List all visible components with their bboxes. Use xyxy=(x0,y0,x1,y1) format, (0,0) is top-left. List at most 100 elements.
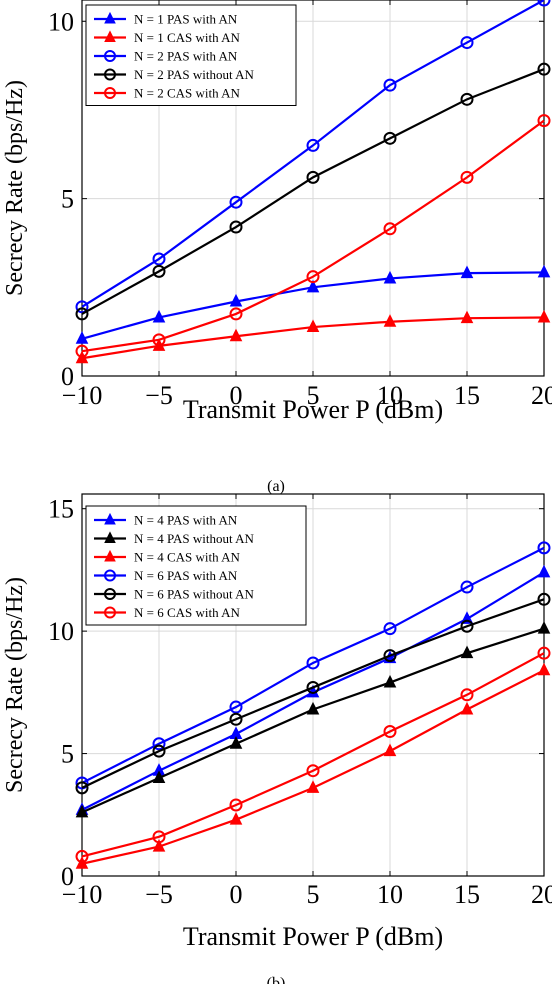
series-line xyxy=(81,652,545,858)
legend-swatch-marker xyxy=(104,549,116,562)
y-axis: 0 5 10 xyxy=(48,7,544,391)
data-point xyxy=(460,645,474,659)
legend-box xyxy=(85,505,307,626)
x-axis: −10 −5 0 5 10 15 20 xyxy=(62,0,552,410)
series-2 xyxy=(75,0,551,314)
legend-item: N = 2 PAS without AN xyxy=(94,67,255,82)
data-point xyxy=(229,812,243,825)
data-point xyxy=(75,344,89,358)
data-point xyxy=(306,319,320,333)
figure-caption: (b) xyxy=(267,975,286,984)
data-point xyxy=(75,300,89,314)
x-axis-label: Transmit Power P (dBm) xyxy=(183,922,443,951)
legend-item: N = 1 CAS with AN xyxy=(94,30,241,45)
y-tick-label: 5 xyxy=(61,185,74,214)
data-point xyxy=(306,701,320,715)
legend-label: N = 2 PAS with AN xyxy=(134,49,238,64)
data-point xyxy=(537,564,551,578)
data-point xyxy=(537,62,551,76)
x-tick-label: 20 xyxy=(531,381,552,410)
legend-item: N = 6 PAS without AN xyxy=(94,587,255,602)
x-tick-label: 20 xyxy=(531,880,552,909)
data-point xyxy=(306,780,320,793)
data-point xyxy=(460,580,474,594)
legend-item: N = 1 PAS with AN xyxy=(94,12,238,27)
data-point xyxy=(460,688,474,702)
y-axis-label: Secrecy Rate (bps/Hz) xyxy=(2,577,28,793)
data-point xyxy=(152,838,166,852)
legend-swatch-marker xyxy=(104,606,116,619)
data-point xyxy=(229,328,243,342)
data-point xyxy=(383,270,397,284)
data-point xyxy=(229,220,243,234)
x-tick-label: −10 xyxy=(62,381,103,410)
legend-item: N = 6 CAS with AN xyxy=(94,605,241,620)
data-point xyxy=(460,265,474,279)
data-point xyxy=(537,662,551,676)
data-point xyxy=(383,674,397,688)
data-point xyxy=(75,849,89,863)
legend-label: N = 4 PAS with AN xyxy=(134,513,238,528)
data-point xyxy=(229,712,243,726)
x-tick-label: 10 xyxy=(377,880,403,909)
data-point xyxy=(460,619,474,633)
data-point xyxy=(229,195,243,209)
data-point xyxy=(306,656,320,670)
legend-item: N = 4 PAS without AN xyxy=(94,531,255,546)
data-point xyxy=(229,293,243,307)
y-tick-label: 0 xyxy=(61,362,74,391)
data-point xyxy=(383,314,397,327)
data-point xyxy=(537,621,551,634)
series-line xyxy=(81,119,545,353)
data-point xyxy=(383,743,397,757)
data-point xyxy=(383,78,397,92)
x-tick-label: 5 xyxy=(307,381,320,410)
series-4 xyxy=(75,114,551,358)
x-tick-label: 5 xyxy=(307,880,320,909)
legend-swatch-marker xyxy=(104,50,116,62)
series-4 xyxy=(75,592,551,795)
x-tick-label: 0 xyxy=(230,880,243,909)
series-line xyxy=(81,598,545,789)
y-tick-label: 10 xyxy=(48,617,74,646)
data-point xyxy=(152,309,166,323)
legend-swatch-marker xyxy=(104,87,116,99)
legend-label: N = 4 PAS without AN xyxy=(134,531,255,546)
data-point xyxy=(537,114,551,128)
data-point xyxy=(75,307,89,321)
legend: N = 1 PAS with AN N = 1 CAS with AN N = 2 … xyxy=(85,4,297,106)
x-axis-label: Transmit Power P (dBm) xyxy=(183,395,443,424)
data-point xyxy=(229,736,243,749)
legend-item: N = 2 CAS with AN xyxy=(94,86,241,101)
chart-b: −10 −5 0 5 10 15 20 0 5 10 15 Transmit Power P (dBm… xyxy=(2,493,552,984)
legend-swatch-marker xyxy=(104,68,116,81)
data-point xyxy=(383,649,397,663)
data-point xyxy=(75,781,89,795)
legend-label: N = 1 CAS with AN xyxy=(134,30,241,45)
y-axis-label: Secrecy Rate (bps/Hz) xyxy=(2,80,28,296)
legend-swatch-marker xyxy=(104,531,116,543)
data-point xyxy=(460,170,474,184)
data-point xyxy=(229,307,243,321)
series-3 xyxy=(75,541,551,790)
data-point xyxy=(152,252,166,266)
y-tick-label: 0 xyxy=(61,862,74,891)
series-0 xyxy=(75,264,551,344)
data-point xyxy=(537,541,551,555)
data-point xyxy=(75,331,89,344)
data-point xyxy=(383,725,397,739)
data-point xyxy=(152,737,166,751)
legend-item: N = 2 PAS with AN xyxy=(94,49,238,64)
data-point xyxy=(537,309,551,323)
legend-label: N = 6 CAS with AN xyxy=(134,605,241,620)
data-point xyxy=(75,776,89,790)
x-tick-label: 0 xyxy=(230,381,243,410)
series-line xyxy=(81,546,545,784)
x-tick-label: −10 xyxy=(62,880,103,909)
data-point xyxy=(152,264,166,278)
legend-label: N = 6 PAS with AN xyxy=(134,568,238,583)
legend-swatch-marker xyxy=(104,512,116,525)
series-line xyxy=(81,68,545,315)
data-point xyxy=(383,622,397,636)
